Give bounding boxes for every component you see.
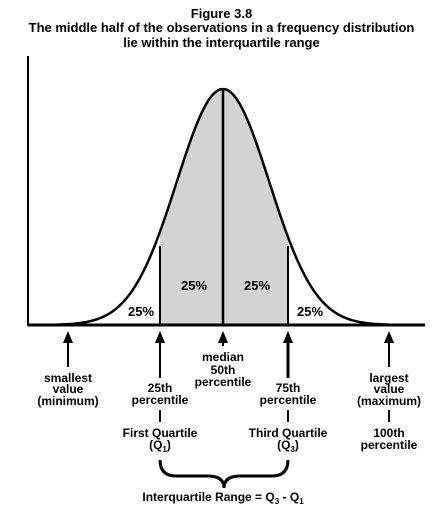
- first-quartile-label: First Quartile: [123, 426, 198, 440]
- q3-symbol: (Q3): [277, 438, 299, 454]
- left-mid-percent: 25%: [181, 278, 207, 293]
- figure-label: Figure 3.8: [190, 6, 253, 21]
- normal-curve: [31, 87, 420, 327]
- smallest-label-2: value: [53, 382, 84, 396]
- median-label-1: median: [202, 350, 244, 364]
- q3-label-1: 75th: [276, 381, 301, 395]
- median-label-3: percentile: [195, 375, 252, 389]
- q1-symbol: (Q1): [149, 438, 171, 454]
- figure-title-line-1: The middle half of the observations in a…: [28, 20, 415, 35]
- largest-arrow: [384, 331, 394, 367]
- left-tail-percent: 25%: [128, 304, 154, 319]
- q1-arrow: [155, 331, 165, 378]
- right-mid-percent: 25%: [244, 278, 270, 293]
- smallest-label-1: smallest: [44, 371, 92, 385]
- q3-arrow: [283, 331, 293, 378]
- hundredth-label-2: percentile: [361, 438, 418, 452]
- largest-label-2: value: [374, 382, 405, 396]
- smallest-arrow: [63, 331, 73, 367]
- right-tail-percent: 25%: [297, 304, 323, 319]
- hundredth-label-1: 100th: [373, 426, 404, 440]
- iqr-label: Interquartile Range = Q3 - Q1: [142, 490, 304, 506]
- median-arrow: [218, 331, 228, 346]
- figure-title-line-2: lie within the interquartile range: [123, 35, 320, 50]
- q1-label-2: percentile: [132, 393, 189, 407]
- smallest-label-3: (minimum): [37, 394, 98, 408]
- largest-label-3: (maximum): [357, 394, 421, 408]
- third-quartile-label: Third Quartile: [249, 426, 328, 440]
- q1-label-1: 25th: [148, 381, 173, 395]
- q3-label-2: percentile: [260, 393, 317, 407]
- median-label-2: 50th: [211, 363, 236, 377]
- iqr-brace: [158, 459, 290, 489]
- largest-label-1: largest: [369, 371, 408, 385]
